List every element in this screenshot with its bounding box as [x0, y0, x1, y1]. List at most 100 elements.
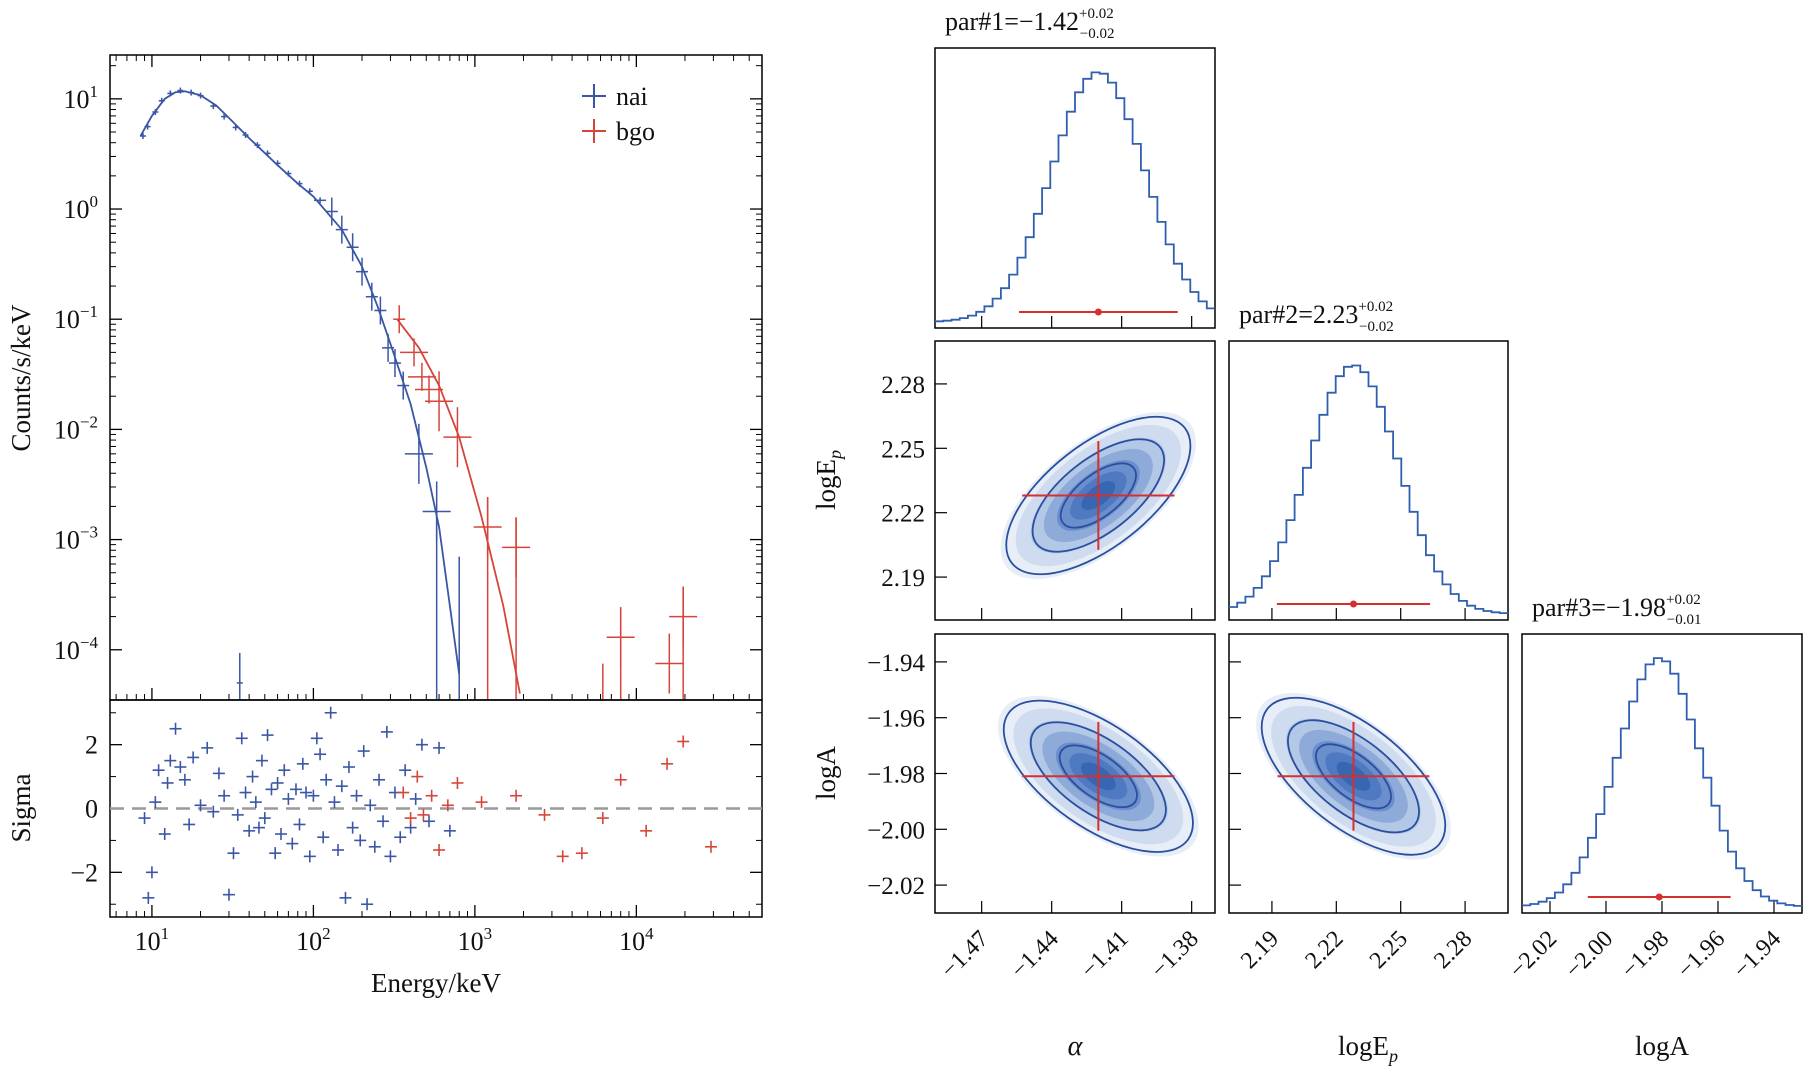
x-tick-label: 2.22 [1300, 926, 1348, 974]
nai-data-point [236, 652, 243, 700]
nai-data-point [285, 170, 292, 177]
nai-residual-point [346, 821, 359, 834]
y-tick-label: −2 [70, 858, 98, 887]
nai-residual-point [218, 789, 231, 802]
nai-residual-point [174, 761, 187, 774]
y-tick-label: 10−3 [54, 523, 98, 555]
legend-item-nai: nai [582, 82, 648, 111]
nai-residual-point [423, 815, 436, 828]
nai-residual-point [364, 799, 377, 812]
x-axis-title: logA [1635, 1031, 1690, 1061]
nai-residual-point [339, 891, 352, 904]
bgo-data-point [393, 305, 406, 334]
y-axis-title: Counts/s/keV [6, 304, 36, 452]
bgo-residual-point [441, 799, 454, 812]
nai-residual-point [335, 780, 348, 793]
nai-residual-point [357, 745, 370, 758]
nai-residual-point [354, 834, 367, 847]
parameter-title: par#3=−1.98+0.02 −0.01 [1532, 592, 1701, 628]
nai-residual-point [274, 828, 287, 841]
y-axis-title: Sigma [6, 773, 36, 842]
x-tick-label: 103 [458, 924, 493, 956]
nai-data-point [374, 296, 387, 325]
nai-data-point [356, 257, 369, 286]
median-marker [1094, 308, 1102, 316]
y-axis-title: logEp [811, 450, 845, 510]
nai-data-point [167, 90, 174, 97]
nai-residual-point [152, 764, 165, 777]
nai-residual-point [307, 789, 320, 802]
bgo-residual-point [596, 812, 609, 825]
x-tick-label: −1.94 [1729, 926, 1787, 984]
bgo-residual-point [614, 773, 627, 786]
contour-line [1002, 699, 1194, 853]
joint-panel-3-1 [934, 633, 1216, 914]
bgo-residual-point [425, 789, 438, 802]
nai-residual-point [320, 773, 333, 786]
nai-residual-point [361, 898, 374, 911]
nai-residual-point [399, 764, 412, 777]
legend: nai bgo [582, 82, 655, 146]
y-tick-label: −1.98 [867, 762, 925, 789]
nai-residual-point [161, 776, 174, 789]
joint-panel-3-2 [1228, 633, 1509, 914]
nai-residual-point [149, 796, 162, 809]
nai-residual-point [201, 741, 214, 754]
nai-data-point [158, 97, 165, 104]
residual-panel: −2 0 2 Sigma 101 102 103 104 Energy/keV [6, 699, 763, 998]
nai-residual-point [258, 812, 271, 825]
x-tick-label: 2.19 [1236, 926, 1284, 974]
contour-line [1031, 438, 1165, 553]
nai-data-point [221, 113, 228, 120]
nai-residual-point [368, 840, 381, 853]
histogram-steps [1522, 657, 1802, 907]
histogram-steps [935, 71, 1215, 323]
nai-residual-point [286, 837, 299, 850]
nai-data-point [139, 133, 146, 140]
nai-model-curve [139, 90, 461, 675]
y-tick-label: 10−2 [54, 412, 98, 444]
nai-residual-point [269, 847, 282, 860]
bgo-residual-point [417, 808, 430, 821]
nai-residual-point [231, 808, 244, 821]
spectrum-panel: 10−4 10−3 10−2 10−1 100 101 Counts/s/keV nai bgo [6, 54, 763, 701]
y-tick-label: −1.96 [867, 706, 925, 733]
nai-residual-point [342, 761, 355, 774]
nai-residual-point [282, 792, 295, 805]
nai-residual-point [293, 818, 306, 831]
y-tick-label: 101 [64, 82, 99, 114]
nai-residual-point [289, 783, 302, 796]
nai-residual-point [255, 754, 268, 767]
bgo-residual-point [538, 808, 551, 821]
nai-data-point [177, 87, 184, 94]
nai-residual-point [178, 773, 191, 786]
nai-residual-point [142, 891, 155, 904]
y-tick-label: 100 [64, 192, 99, 224]
nai-residual-point [183, 818, 196, 831]
nai-residual-point [324, 706, 337, 719]
x-tick-label: 2.25 [1365, 926, 1413, 974]
nai-residual-point [207, 805, 220, 818]
nai-residual-point [328, 796, 341, 809]
histogram-panel-3: par#3=−1.98+0.02 −0.01 [1521, 592, 1803, 914]
nai-data-point [264, 150, 271, 157]
y-tick-label: −1.94 [867, 650, 925, 677]
bgo-data-point [407, 362, 436, 391]
bgo-data-point [400, 338, 429, 367]
corner-plot: par#1=−1.42+0.02 −0.02 par#2=2.23+0.02 −0.0… [811, 6, 1803, 1066]
y-axis-title: logA [811, 745, 841, 800]
nai-residual-point [314, 748, 327, 761]
nai-residual-point [227, 847, 240, 860]
histogram-steps [1229, 364, 1508, 614]
nai-residual-point [249, 796, 262, 809]
nai-residual-point [164, 754, 177, 767]
nai-data-point [382, 333, 395, 362]
nai-residual-point [235, 732, 248, 745]
nai-residual-point [303, 850, 316, 863]
y-tick-label: 2.28 [881, 372, 925, 399]
x-tick-label: −1.38 [1146, 926, 1204, 984]
nai-residual-point [380, 725, 393, 738]
nai-data-point [254, 142, 261, 149]
x-axis-title: α [1068, 1031, 1084, 1062]
